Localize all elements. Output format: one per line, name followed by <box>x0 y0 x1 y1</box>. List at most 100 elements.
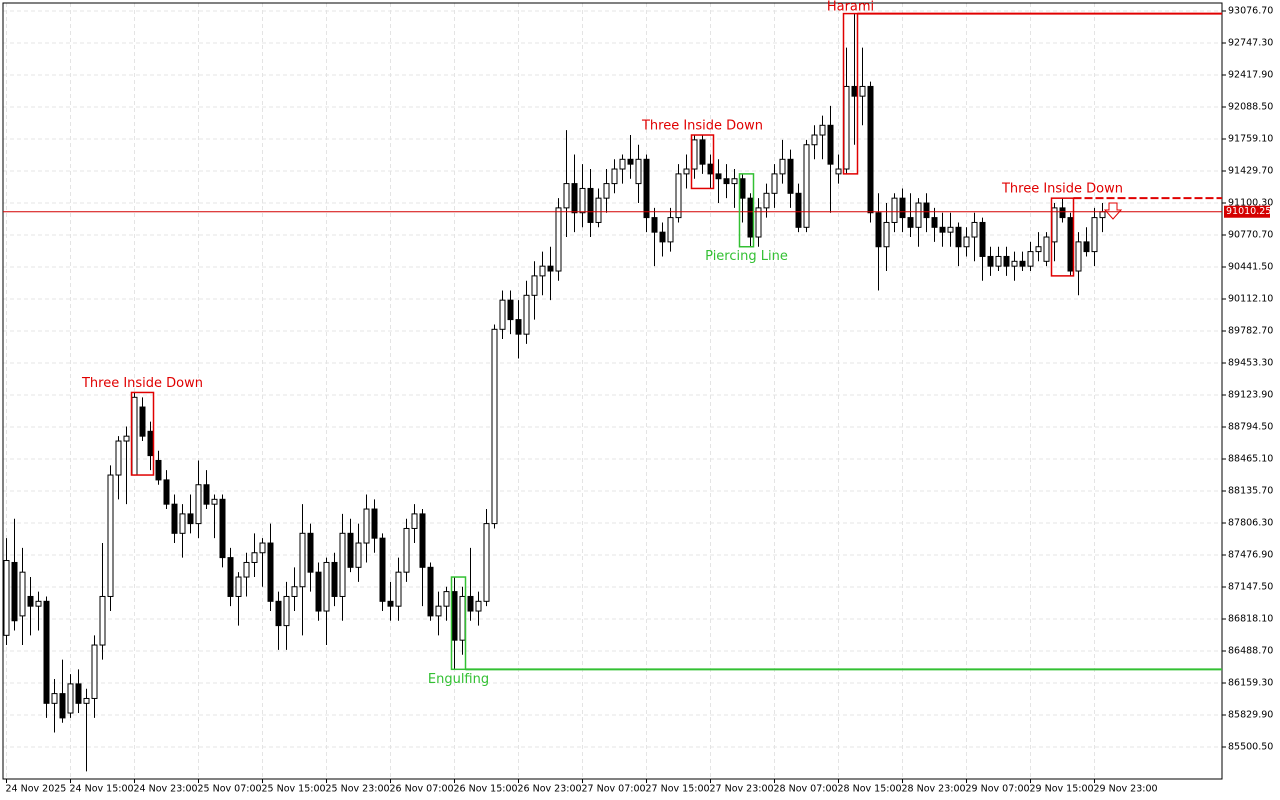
x-tick-label: 28 Nov 23:00 <box>902 784 966 795</box>
y-tick-label: 89123.90 <box>1228 389 1273 400</box>
candle-body <box>99 595 106 646</box>
candle-body <box>947 226 954 233</box>
candle-body <box>451 591 458 641</box>
candle-body <box>275 600 282 627</box>
candle-body <box>515 319 522 335</box>
candle-body <box>11 561 18 622</box>
x-tick-label: 25 Nov 23:00 <box>326 784 390 795</box>
candle-body <box>635 158 642 185</box>
candle-body <box>1091 217 1098 253</box>
candle-body <box>659 231 666 243</box>
candle-body <box>1099 211 1106 219</box>
candle-body <box>643 158 650 219</box>
candle-body <box>147 430 154 457</box>
candle-body <box>923 202 930 219</box>
candle-body <box>315 571 322 612</box>
candle-body <box>195 484 202 525</box>
candle-body <box>1051 207 1058 243</box>
candle-body <box>995 255 1002 267</box>
y-tick-label: 92088.50 <box>1228 101 1273 112</box>
y-tick-label: 88794.50 <box>1228 421 1273 432</box>
candle-body <box>163 479 170 505</box>
candle-body <box>387 600 394 607</box>
candle-body <box>59 693 66 719</box>
candle-body <box>963 236 970 248</box>
candle-body <box>91 644 98 699</box>
candle-body <box>611 168 618 185</box>
candles <box>3 13 1106 772</box>
candle-body <box>355 542 362 568</box>
candle-body <box>571 183 578 214</box>
x-tick-label: 26 Nov 07:00 <box>390 784 454 795</box>
candle-body <box>723 178 730 185</box>
candle-body <box>507 299 514 321</box>
candle-body <box>243 561 250 578</box>
candle-body <box>179 513 186 534</box>
candle-body <box>987 255 994 267</box>
candle-body <box>787 158 794 194</box>
y-tick-label: 86488.70 <box>1228 645 1273 656</box>
candle-body <box>763 192 770 209</box>
candle-body <box>603 183 610 199</box>
pattern-label: Harami <box>827 0 874 15</box>
candle-body <box>939 226 946 233</box>
pattern-box <box>130 391 155 476</box>
x-tick-label: 27 Nov 15:00 <box>646 784 710 795</box>
candle-body <box>819 124 826 136</box>
candle-body <box>1003 255 1010 267</box>
last-price-label: 91010.25 <box>1226 206 1271 217</box>
candle-body <box>755 207 762 238</box>
sell-arrow <box>1103 202 1123 220</box>
y-tick-label: 85829.90 <box>1228 709 1273 720</box>
candle-body <box>867 85 874 214</box>
pattern-label: Three Inside Down <box>1001 182 1123 197</box>
candle-body <box>83 697 90 704</box>
candle-body <box>675 173 682 219</box>
candle-body <box>331 561 338 597</box>
candle-body <box>211 498 218 505</box>
candle-body <box>395 571 402 607</box>
candle-body <box>779 158 786 175</box>
candle-body <box>443 591 450 607</box>
candle-body <box>931 217 938 228</box>
candle-body <box>707 163 714 175</box>
candle-body <box>555 207 562 272</box>
pattern-box <box>450 576 467 671</box>
candle-body <box>123 435 130 442</box>
candle-body <box>363 508 370 544</box>
candle-body <box>795 192 802 228</box>
candle-body <box>267 542 274 602</box>
x-tick-label: 26 Nov 23:00 <box>518 784 582 795</box>
candle-body <box>907 217 914 228</box>
y-tick-label: 91429.70 <box>1228 165 1273 176</box>
pattern-box <box>842 12 859 175</box>
candle-body <box>371 508 378 539</box>
candle-body <box>899 197 906 219</box>
y-tick-label: 92417.90 <box>1228 69 1273 80</box>
candle-body <box>1027 251 1034 267</box>
candle-body <box>43 600 50 704</box>
last-price-box <box>1224 205 1270 218</box>
y-tick-label: 87476.90 <box>1228 549 1273 560</box>
candle-body <box>1011 260 1018 267</box>
candle-body <box>467 595 474 612</box>
candle-body <box>627 158 634 165</box>
candle-body <box>691 139 698 170</box>
candle-body <box>347 532 354 568</box>
candle-body <box>75 683 82 704</box>
pattern-box <box>1050 197 1075 277</box>
candle-body <box>403 527 410 573</box>
pattern-label: Three Inside Down <box>641 119 763 134</box>
candle-body <box>1083 241 1090 253</box>
candle-body <box>27 595 34 607</box>
candle-body <box>483 523 490 602</box>
candle-body <box>299 532 306 588</box>
x-tick-label: 29 Nov 07:00 <box>966 784 1030 795</box>
candle-body <box>715 173 722 180</box>
candle-body <box>51 693 58 704</box>
y-tick-label: 92747.30 <box>1228 37 1273 48</box>
x-tick-label: 29 Nov 23:00 <box>1094 784 1158 795</box>
candle-body <box>587 187 594 223</box>
candle-body <box>1035 246 1042 253</box>
x-tick-label: 27 Nov 23:00 <box>710 784 774 795</box>
